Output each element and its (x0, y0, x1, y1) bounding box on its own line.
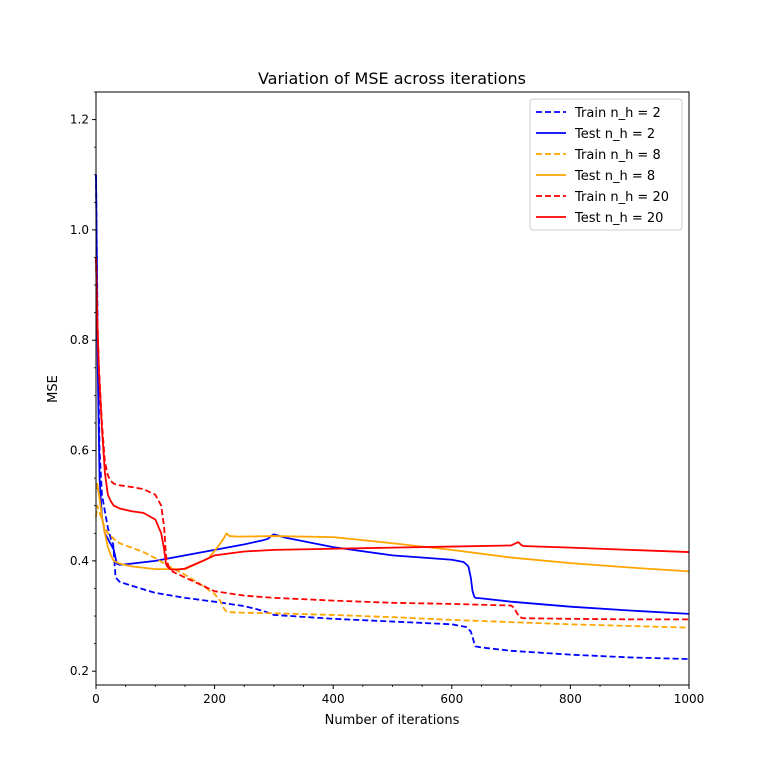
chart-title: Variation of MSE across iterations (258, 69, 526, 88)
y-tick-label: 0.4 (70, 554, 89, 568)
legend-label: Test n_h = 20 (574, 211, 663, 226)
x-tick-label: 1000 (674, 692, 705, 706)
series-line-5 (95, 257, 690, 571)
x-tick-label: 800 (559, 692, 582, 706)
series-line-0 (95, 174, 690, 660)
x-tick-label: 400 (322, 692, 345, 706)
x-tick-label: 0 (92, 692, 100, 706)
legend-label: Train n_h = 2 (574, 106, 661, 121)
legend: Train n_h = 2 Test n_h = 2 Train n_h = 8 Te… (529, 98, 683, 231)
y-axis-ticks: 0.2 0.4 0.6 0.8 1.0 1.2 (70, 91, 96, 678)
y-tick-label: 0.8 (70, 333, 89, 347)
series-line-4 (95, 257, 689, 621)
y-axis-label: MSE (46, 375, 61, 403)
legend-label: Train n_h = 20 (574, 190, 669, 205)
y-tick-label: 1.2 (70, 113, 89, 127)
series-line-2 (95, 504, 690, 629)
y-tick-label: 0.6 (70, 444, 89, 458)
x-tick-label: 600 (440, 692, 463, 706)
legend-label: Test n_h = 2 (574, 127, 655, 142)
legend-frame (529, 98, 683, 231)
series-layer (95, 174, 690, 660)
legend-label: Test n_h = 8 (574, 169, 655, 184)
y-tick-label: 1.0 (70, 223, 89, 237)
y-tick-label: 0.2 (70, 664, 89, 678)
legend-label: Train n_h = 8 (574, 148, 661, 163)
x-axis-ticks: 0 200 400 600 800 1000 (92, 685, 704, 706)
x-tick-label: 200 (203, 692, 226, 706)
x-axis-label: Number of iterations (325, 713, 460, 728)
series-line-1 (95, 174, 690, 615)
series-line-3 (95, 482, 690, 573)
